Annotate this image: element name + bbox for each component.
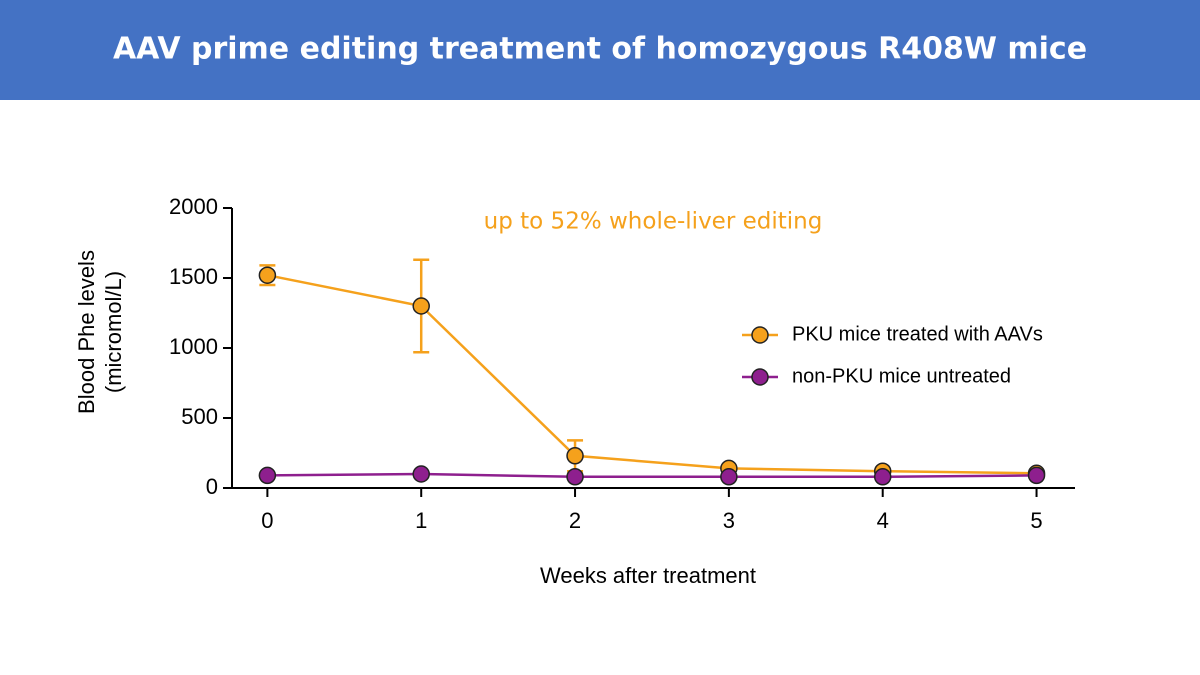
marker — [258, 466, 277, 485]
y-tick-label: 0 — [206, 474, 218, 499]
x-tick-label: 1 — [415, 508, 427, 533]
marker — [566, 447, 584, 465]
series-line — [267, 273, 1037, 475]
x-tick-label: 2 — [569, 508, 581, 533]
legend-label: non-PKU mice untreated — [792, 365, 1011, 387]
marker — [720, 468, 738, 486]
legend-marker — [751, 368, 769, 386]
y-axis-label: Blood Phe levels — [74, 250, 99, 414]
marker — [566, 468, 584, 486]
marker — [258, 266, 277, 284]
y-tick-label: 500 — [181, 404, 218, 429]
marker — [412, 297, 430, 315]
annotation: up to 52% whole-liver editing — [484, 209, 823, 235]
chart-title: AAV prime editing treatment of homozygou… — [113, 32, 1087, 67]
x-axis-label: Weeks after treatment — [540, 563, 756, 588]
y-axis-label: (micromol/L) — [101, 271, 126, 393]
series-line — [267, 472, 1037, 479]
x-tick-label: 3 — [723, 508, 735, 533]
y-tick-label: 1000 — [169, 334, 218, 359]
marker — [873, 468, 892, 486]
header-bar — [0, 0, 1200, 100]
legend-label: PKU mice treated with AAVs — [792, 323, 1043, 345]
x-tick-label: 5 — [1030, 508, 1042, 533]
legend-marker — [751, 326, 769, 344]
x-tick-label: 4 — [877, 508, 889, 533]
marker — [1027, 466, 1046, 485]
marker — [412, 465, 430, 483]
y-tick-label: 1500 — [169, 264, 218, 289]
y-tick-label: 2000 — [169, 194, 218, 219]
x-tick-label: 0 — [261, 508, 273, 533]
